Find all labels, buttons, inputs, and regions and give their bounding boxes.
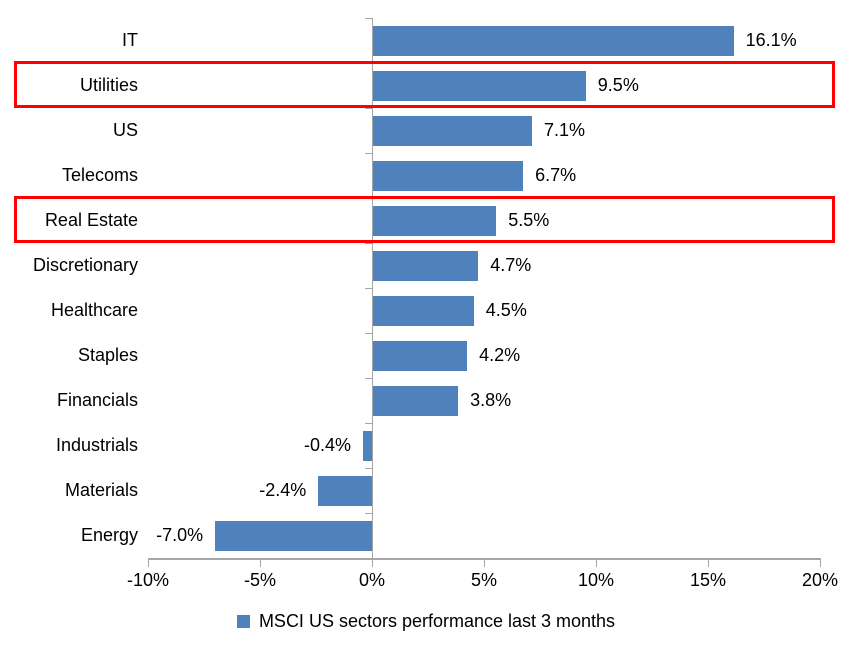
bar-staples	[373, 340, 468, 371]
bar-utilities	[373, 70, 586, 101]
category-label-utilities: Utilities	[79, 75, 138, 95]
category-label-materials: Materials	[64, 480, 138, 500]
x-axis-tick-label: 5%	[470, 570, 497, 590]
category-axis-tick	[365, 108, 372, 109]
x-axis-line	[148, 558, 821, 560]
chart-legend: MSCI US sectors performance last 3 month…	[0, 607, 852, 635]
category-label-us: US	[112, 120, 138, 140]
category-axis-tick	[365, 513, 372, 514]
category-label-industrials: Industrials	[55, 435, 138, 455]
bar-financials	[373, 385, 459, 416]
category-axis-tick	[365, 18, 372, 19]
x-axis-tick-label: 0%	[358, 570, 385, 590]
value-label-energy: -7.0%	[156, 525, 204, 545]
category-axis-tick	[365, 243, 372, 244]
value-label-discretionary: 4.7%	[490, 255, 532, 275]
category-label-it: IT	[122, 30, 138, 50]
x-axis-tick-label: 10%	[577, 570, 615, 590]
x-axis-tick-label: -10%	[126, 570, 170, 590]
bar-materials	[318, 475, 372, 506]
value-label-staples: 4.2%	[479, 345, 521, 365]
category-axis-tick	[365, 468, 372, 469]
category-axis-tick	[365, 288, 372, 289]
category-axis-tick	[365, 333, 372, 334]
category-axis-tick	[365, 378, 372, 379]
category-label-discretionary: Discretionary	[32, 255, 138, 275]
x-axis-tick	[596, 560, 597, 567]
highlight-box-utilities	[14, 61, 835, 108]
x-axis-tick	[820, 560, 821, 567]
value-label-materials: -2.4%	[259, 480, 307, 500]
value-label-it: 16.1%	[745, 30, 797, 50]
value-label-us: 7.1%	[544, 120, 586, 140]
x-axis-tick	[148, 560, 149, 567]
x-axis-tick-label: 15%	[689, 570, 727, 590]
category-label-healthcare: Healthcare	[50, 300, 138, 320]
value-label-telecoms: 6.7%	[535, 165, 577, 185]
bar-telecoms	[373, 160, 524, 191]
x-axis-tick-label: 20%	[801, 570, 839, 590]
value-label-industrials: -0.4%	[304, 435, 352, 455]
bar-industrials	[363, 430, 372, 461]
category-label-real-estate: Real Estate	[44, 210, 138, 230]
highlight-box-real-estate	[14, 196, 835, 243]
legend-label: MSCI US sectors performance last 3 month…	[258, 610, 616, 631]
bar-healthcare	[373, 295, 474, 326]
category-axis-tick	[365, 423, 372, 424]
value-label-financials: 3.8%	[470, 390, 512, 410]
x-axis-tick	[260, 560, 261, 567]
x-axis-tick	[708, 560, 709, 567]
value-label-utilities: 9.5%	[597, 75, 639, 95]
value-label-real-estate: 5.5%	[508, 210, 550, 230]
bar-discretionary	[373, 250, 479, 281]
category-label-telecoms: Telecoms	[61, 165, 138, 185]
category-label-financials: Financials	[56, 390, 138, 410]
bar-real-estate	[373, 205, 497, 236]
zero-axis-line	[372, 18, 373, 566]
x-axis-tick	[372, 560, 373, 567]
category-axis-tick	[365, 153, 372, 154]
category-label-energy: Energy	[80, 525, 138, 545]
value-label-healthcare: 4.5%	[485, 300, 527, 320]
x-axis-tick	[484, 560, 485, 567]
bar-it	[373, 25, 734, 56]
x-axis-tick-label: -5%	[243, 570, 276, 590]
bar-energy	[215, 520, 372, 551]
legend-marker-swatch	[236, 614, 250, 628]
category-label-staples: Staples	[77, 345, 138, 365]
bar-us	[373, 115, 533, 146]
